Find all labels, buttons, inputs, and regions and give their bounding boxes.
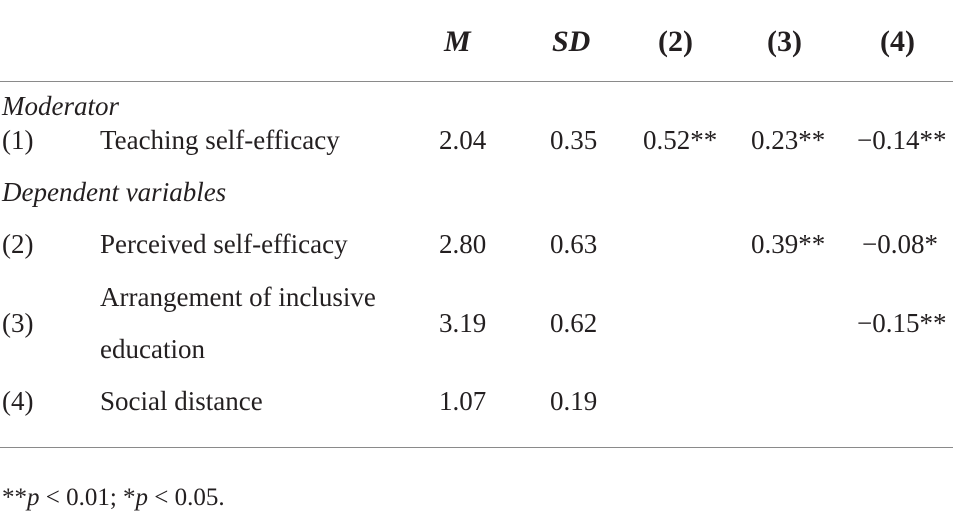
row-1-col-2: 0.52** (643, 125, 718, 155)
row-3-m: 3.19 (439, 308, 487, 338)
footnote-stars-1: ** (2, 484, 27, 511)
row-1-col-4: −0.14** (857, 125, 947, 155)
header-col-2: (2) (658, 25, 693, 58)
row-4-m: 1.07 (439, 386, 487, 416)
row-4-label: Social distance (100, 386, 263, 416)
footnote-threshold-1: < 0.01; * (39, 484, 136, 511)
row-3-sd: 0.62 (550, 308, 598, 338)
row-2-sd: 0.63 (550, 229, 598, 259)
row-4-sd: 0.19 (550, 386, 598, 416)
row-1-sd: 0.35 (550, 125, 598, 155)
row-3-number: (3) (2, 308, 34, 338)
row-3-label-line-1: Arrangement of inclusive (100, 282, 376, 312)
header-sd: SD (552, 25, 591, 58)
footnote-threshold-2: < 0.05. (148, 484, 225, 511)
row-1-m: 2.04 (439, 125, 487, 155)
row-2-m: 2.80 (439, 229, 487, 259)
footnote-p-1: p (27, 484, 40, 511)
row-1-label: Teaching self-efficacy (100, 125, 340, 155)
header-col-4: (4) (880, 25, 915, 58)
header-rule (0, 81, 953, 82)
bottom-rule (0, 447, 953, 448)
row-2-label: Perceived self-efficacy (100, 229, 348, 259)
row-2-col-3: 0.39** (751, 229, 826, 259)
footnote-p-2: p (135, 484, 149, 511)
row-1-col-3: 0.23** (751, 125, 826, 155)
row-3-label-line-2: education (100, 334, 205, 364)
header-m: M (444, 25, 471, 58)
header-col-3: (3) (767, 25, 802, 58)
section-dependent: Dependent variables (2, 177, 227, 207)
row-2-number: (2) (2, 229, 34, 259)
section-moderator: Moderator (2, 91, 119, 121)
row-4-number: (4) (2, 386, 34, 416)
footnote: **p < 0.01; *p < 0.05. (2, 483, 225, 513)
row-1-number: (1) (2, 125, 34, 155)
row-2-col-4: −0.08* (862, 229, 938, 259)
row-3-col-4: −0.15** (857, 308, 947, 338)
